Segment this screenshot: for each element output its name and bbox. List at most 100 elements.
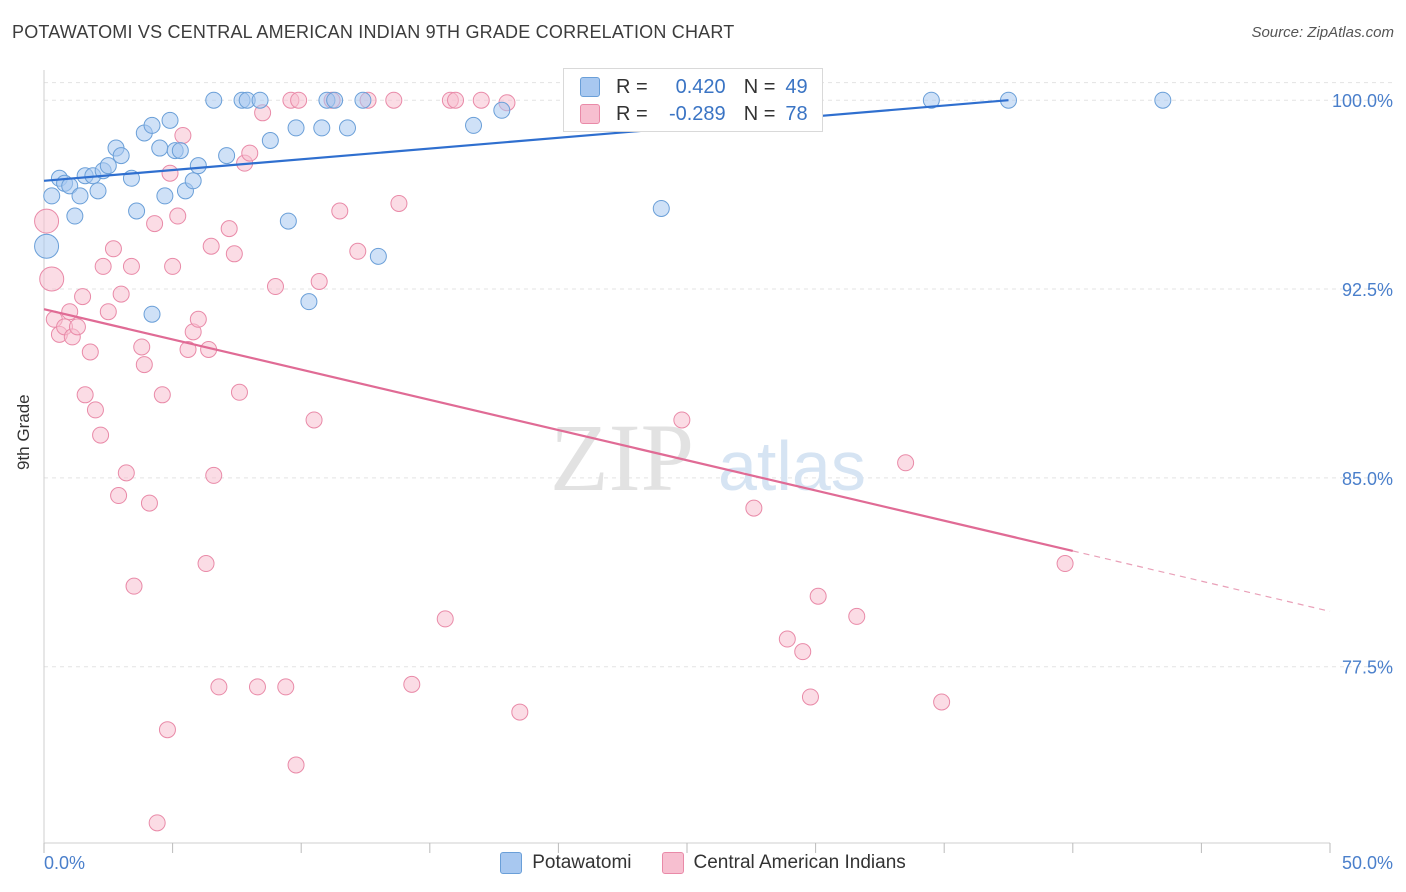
legend-n-label: N =	[743, 75, 776, 98]
point-potawatomi	[189, 157, 207, 175]
point-central-american	[39, 266, 65, 292]
point-central-american	[287, 756, 305, 774]
point-central-american	[745, 499, 763, 517]
point-potawatomi	[369, 247, 387, 265]
point-central-american	[189, 310, 207, 328]
point-central-american	[112, 285, 130, 303]
point-central-american	[809, 587, 827, 605]
point-potawatomi	[171, 142, 189, 160]
legend-label-potawatomi: Potawatomi	[532, 852, 632, 873]
point-central-american	[197, 555, 215, 573]
point-central-american	[169, 207, 187, 225]
watermark-atlas: atlas	[718, 427, 866, 505]
point-central-american	[230, 383, 248, 401]
point-central-american	[511, 703, 529, 721]
point-potawatomi	[89, 182, 107, 200]
point-central-american	[76, 386, 94, 404]
point-potawatomi	[465, 116, 483, 134]
point-potawatomi	[251, 91, 269, 109]
point-central-american	[140, 494, 158, 512]
watermark-zip: ZIP	[550, 404, 694, 511]
point-central-american	[801, 688, 819, 706]
point-potawatomi	[112, 147, 130, 165]
point-central-american	[81, 343, 99, 361]
point-central-american	[133, 338, 151, 356]
point-potawatomi	[34, 233, 60, 259]
point-central-american	[385, 91, 403, 109]
legend-n-label: N =	[743, 102, 776, 125]
point-central-american	[472, 91, 490, 109]
y-tick-label: 92.5%	[1342, 280, 1393, 300]
point-central-american	[1056, 555, 1074, 573]
point-central-american	[349, 242, 367, 260]
point-central-american	[148, 814, 166, 832]
point-potawatomi	[151, 139, 169, 157]
point-central-american	[225, 245, 243, 263]
point-potawatomi	[300, 293, 318, 311]
legend-r-label: R =	[616, 75, 648, 98]
x-tick-label-max: 50.0%	[1342, 853, 1393, 873]
point-potawatomi	[205, 91, 223, 109]
point-central-american	[86, 401, 104, 419]
point-potawatomi	[493, 101, 511, 119]
trend-lines	[43, 99, 1331, 612]
point-central-american	[99, 303, 117, 321]
point-potawatomi	[287, 119, 305, 137]
point-central-american	[153, 386, 171, 404]
point-potawatomi	[128, 202, 146, 220]
point-potawatomi	[338, 119, 356, 137]
point-central-american	[34, 208, 60, 234]
point-central-american	[241, 144, 259, 162]
legend-r-label: R =	[616, 102, 648, 125]
y-tick-label: 77.5%	[1342, 658, 1393, 678]
point-central-american	[92, 426, 110, 444]
point-central-american	[266, 278, 284, 296]
point-central-american	[794, 643, 812, 661]
point-central-american	[135, 356, 153, 374]
point-central-american	[117, 464, 135, 482]
legend-label-central-american: Central American Indians	[693, 852, 906, 873]
point-central-american	[277, 678, 295, 696]
legend-row-central-american: R = -0.289 N = 78	[580, 102, 808, 126]
point-central-american	[390, 194, 408, 212]
legend-swatch-potawatomi	[500, 852, 523, 874]
point-central-american	[110, 487, 128, 505]
source-label: Source: ZipAtlas.com	[1251, 24, 1394, 41]
point-central-american	[248, 678, 266, 696]
point-central-american	[174, 126, 192, 144]
tick-labels: 77.5% 85.0% 92.5% 100.0% 0.0% 50.0%	[44, 91, 1393, 873]
legend-n-value: 49	[785, 75, 808, 98]
point-central-american	[205, 466, 223, 484]
chart-title: POTAWATOMI VS CENTRAL AMERICAN INDIAN 9T…	[12, 22, 735, 42]
point-potawatomi	[313, 119, 331, 137]
point-central-american	[125, 577, 143, 595]
legend-item-central-american: Central American Indians	[661, 852, 906, 874]
trend-line-central-american-extension	[1072, 550, 1331, 612]
point-central-american	[290, 91, 308, 109]
point-central-american	[210, 678, 228, 696]
point-central-american	[331, 202, 349, 220]
point-central-american	[94, 257, 112, 275]
legend-item-potawatomi: Potawatomi	[500, 852, 632, 874]
point-potawatomi	[218, 147, 236, 165]
legend-r-value: -0.289	[668, 102, 726, 125]
point-central-american	[68, 318, 86, 336]
legend-row-potawatomi: R = 0.420 N = 49	[580, 75, 808, 99]
point-central-american	[161, 164, 179, 182]
point-central-american	[778, 630, 796, 648]
legend-swatch-potawatomi	[580, 77, 600, 97]
legend-r-value: 0.420	[675, 75, 726, 98]
point-central-american	[933, 693, 951, 711]
point-central-american	[146, 215, 164, 233]
point-potawatomi	[143, 305, 161, 323]
trend-line-potawatomi	[43, 99, 1009, 182]
watermark: ZIP atlas	[550, 404, 866, 511]
x-tick-label-min: 0.0%	[44, 853, 85, 873]
point-central-american	[403, 675, 421, 693]
point-central-american	[220, 220, 238, 238]
legend-swatch-central-american	[661, 852, 684, 874]
point-potawatomi	[143, 116, 161, 134]
stats-legend: R = 0.420 N = 49 R = -0.289 N = 78	[563, 68, 823, 132]
point-central-american	[158, 721, 176, 739]
